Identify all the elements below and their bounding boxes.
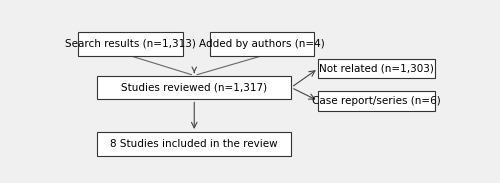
Text: 8 Studies included in the review: 8 Studies included in the review [110, 139, 278, 149]
FancyBboxPatch shape [318, 91, 434, 111]
Text: Added by authors (n=4): Added by authors (n=4) [199, 39, 325, 49]
Text: Case report/series (n=6): Case report/series (n=6) [312, 96, 441, 106]
FancyBboxPatch shape [98, 76, 291, 100]
Text: Search results (n=1,313): Search results (n=1,313) [65, 39, 196, 49]
FancyBboxPatch shape [210, 32, 314, 56]
FancyBboxPatch shape [98, 132, 291, 156]
Text: Studies reviewed (n=1,317): Studies reviewed (n=1,317) [121, 83, 268, 92]
FancyBboxPatch shape [318, 59, 434, 78]
Text: Not related (n=1,303): Not related (n=1,303) [319, 64, 434, 73]
FancyBboxPatch shape [78, 32, 182, 56]
